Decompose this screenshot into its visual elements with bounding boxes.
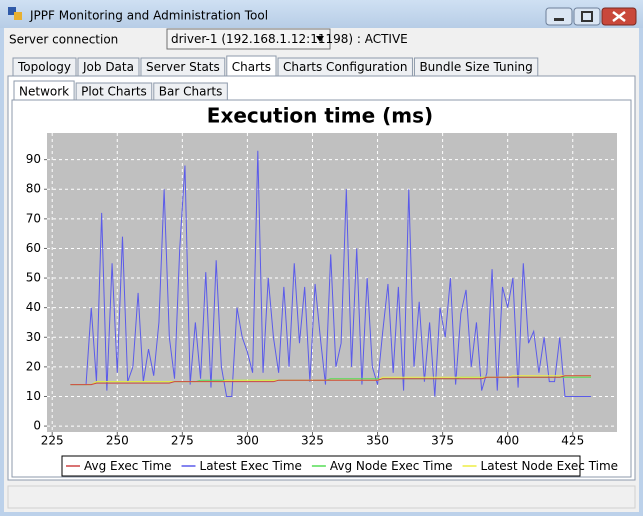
x-tick-label: 400	[496, 434, 519, 448]
tab-label: Charts Configuration	[283, 60, 407, 74]
minimize-button[interactable]	[545, 7, 573, 26]
y-tick-label: 0	[33, 419, 41, 433]
tab-label: Plot Charts	[81, 85, 147, 99]
x-tick-label: 250	[106, 434, 129, 448]
tab-label: Bar Charts	[159, 85, 223, 99]
x-tick-label: 275	[171, 434, 194, 448]
series-line	[70, 150, 591, 397]
window-title: JPPF Monitoring and Administration Tool	[29, 9, 268, 23]
app-icon	[8, 7, 16, 15]
tab-label: Charts	[232, 60, 271, 74]
tab-label: Topology	[17, 60, 71, 74]
app-icon-2	[14, 12, 22, 20]
tab-label: Bundle Size Tuning	[419, 60, 532, 74]
y-tick-label: 60	[26, 241, 41, 255]
server-label: Server connection	[9, 33, 118, 47]
server-select[interactable]	[166, 28, 331, 50]
x-tick-label: 225	[41, 434, 64, 448]
x-tick-label: 350	[366, 434, 389, 448]
x-tick-label: 325	[301, 434, 324, 448]
tab-label: Network	[19, 85, 69, 99]
x-tick-label: 425	[561, 434, 584, 448]
y-tick-label: 40	[26, 300, 41, 314]
y-tick-label: 90	[26, 152, 41, 166]
legend-label: Latest Exec Time	[200, 459, 302, 473]
y-tick-label: 70	[26, 211, 41, 225]
close-icon	[612, 11, 626, 22]
x-tick-label: 375	[431, 434, 454, 448]
server-value: driver-1 (192.168.1.12:11198) : ACTIVE	[171, 32, 408, 46]
status-bar	[7, 485, 636, 509]
series-line	[70, 375, 591, 386]
dropdown-arrow	[316, 36, 324, 42]
maximize-icon	[581, 11, 593, 22]
minimize-icon	[554, 18, 564, 21]
legend-label: Latest Node Exec Time	[481, 459, 619, 473]
maximize-button[interactable]	[573, 7, 601, 26]
chart-title: Execution time (ms)	[207, 104, 433, 128]
x-tick-label: 300	[236, 434, 259, 448]
title-bar	[0, 0, 643, 28]
legend-label: Avg Exec Time	[84, 459, 172, 473]
tab-label: Server Stats	[146, 60, 220, 74]
y-tick-label: 50	[26, 271, 41, 285]
y-tick-label: 80	[26, 182, 41, 196]
y-tick-label: 30	[26, 330, 41, 344]
y-tick-label: 20	[26, 359, 41, 373]
legend-label: Avg Node Exec Time	[330, 459, 453, 473]
y-tick-label: 10	[26, 389, 41, 403]
tab-label: Job Data	[82, 60, 134, 74]
